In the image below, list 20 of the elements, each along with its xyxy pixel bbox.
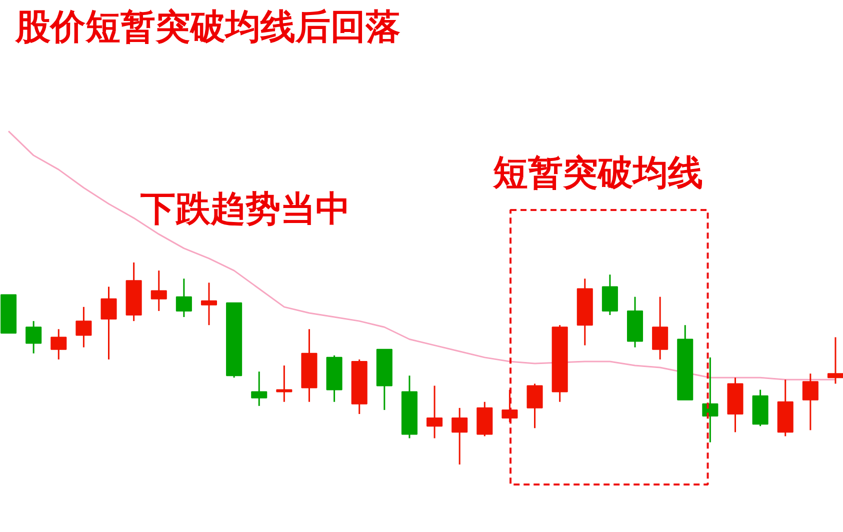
candlestick [502,389,518,423]
candlestick [200,282,218,326]
candlestick [76,306,92,348]
candlestick [452,407,468,466]
candlestick [150,270,167,312]
text: 短暂突破均线 [492,154,703,194]
candlestick [276,364,292,403]
candlestick [652,296,668,360]
candlestick [526,382,543,429]
candlestick [50,328,67,360]
chart-title: 股价短暂突破均线后回落 [14,8,400,48]
candlestick [802,372,818,431]
candlestick [100,286,117,360]
candlestick [702,356,718,444]
candlestick [426,384,443,439]
candlestick [176,278,192,318]
candlestick [26,320,42,354]
candlestick [827,336,843,384]
candlestick [251,370,268,407]
text: 下跌趋势当中 [139,190,350,230]
